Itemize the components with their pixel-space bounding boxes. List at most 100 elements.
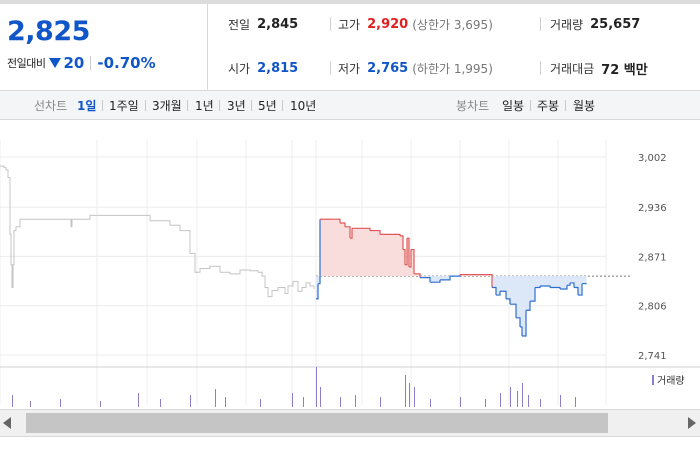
divider — [530, 100, 531, 111]
stat-volume: 거래량 25,657 — [550, 14, 640, 34]
line-chart-label: 선차트 — [34, 99, 68, 113]
volume-bar — [100, 401, 101, 407]
today-price-line-segment — [506, 298, 511, 305]
today-price-line-segment — [411, 248, 415, 274]
range-tab-3m[interactable]: 3개월 — [152, 99, 182, 113]
stat-value: 2,765 — [367, 60, 409, 76]
volume-bar — [485, 399, 486, 407]
volume-bar — [316, 367, 317, 407]
below-prev-close-fill — [430, 276, 440, 283]
candle-tab-monthly[interactable]: 월봉 — [573, 99, 596, 113]
above-prev-close-fill — [403, 249, 405, 277]
below-prev-close-fill — [522, 276, 526, 337]
y-axis-tick-label: 2,806 — [638, 302, 667, 313]
volume-bar — [414, 387, 415, 407]
above-prev-close-fill — [352, 228, 370, 277]
range-tab-10y[interactable]: 10년 — [290, 99, 317, 113]
below-prev-close-fill — [520, 276, 522, 327]
today-price-line-segment — [400, 235, 404, 250]
volume-bar — [320, 387, 321, 407]
chart-scrollbar[interactable] — [0, 409, 700, 437]
divider — [187, 100, 188, 111]
below-prev-close-fill — [550, 276, 560, 288]
price-chart-svg: 3,002 2,936 2,871 2,806 2,741 — [0, 140, 700, 407]
volume-bar — [303, 397, 304, 407]
today-price-line-segment — [350, 228, 353, 239]
stat-label: 전일 — [228, 17, 251, 32]
today-price-line-segment — [450, 274, 461, 277]
divider — [145, 100, 146, 111]
below-prev-close-fill — [510, 276, 516, 305]
today-price-line-segment — [500, 290, 507, 299]
volume-bar — [405, 375, 406, 407]
scroll-right-arrow-icon[interactable] — [688, 417, 696, 429]
volume-bar — [138, 393, 139, 407]
below-prev-close-fill — [586, 276, 587, 283]
below-prev-close-fill — [560, 276, 567, 289]
today-price-line-segment — [522, 310, 527, 337]
volume-bar — [190, 395, 191, 407]
stat-label: 고가 — [338, 17, 361, 32]
volume-bar — [340, 397, 341, 407]
range-tab-1y[interactable]: 1년 — [195, 99, 214, 113]
above-prev-close-fill — [340, 223, 345, 277]
stat-value: 72 백만 — [601, 62, 648, 78]
volume-bar — [12, 395, 13, 407]
below-prev-close-fill — [316, 276, 318, 299]
stat-value: 2,845 — [257, 16, 299, 32]
volume-bar — [409, 383, 410, 407]
volume-bar — [510, 387, 511, 407]
stat-label: 시가 — [228, 61, 251, 76]
volume-bar — [160, 399, 161, 407]
candle-tab-weekly[interactable]: 주봉 — [537, 99, 560, 113]
today-price-line-segment — [345, 226, 351, 239]
volume-bar — [540, 399, 541, 407]
volume-bar — [517, 391, 518, 407]
above-prev-close-fill — [470, 274, 480, 277]
above-prev-close-fill — [411, 249, 414, 277]
above-prev-close-fill — [460, 274, 470, 277]
y-axis-tick-label: 2,871 — [638, 252, 667, 263]
y-axis-tick-label: 2,741 — [638, 351, 667, 362]
above-prev-close-fill — [330, 219, 340, 277]
down-triangle-icon — [49, 58, 62, 68]
change-row: 전일대비 20 -0.70% — [7, 54, 156, 72]
chart-range-bar: 선차트 1일 1주일 3개월 1년 3년 5년 10년 봉차트 일봉 주봉 월봉 — [0, 91, 700, 120]
today-price-line-segment — [574, 286, 579, 296]
above-prev-close-fill — [350, 238, 352, 277]
today-price-line-segment — [567, 282, 571, 286]
today-price-line-segment — [403, 248, 406, 265]
range-tab-1w[interactable]: 1주일 — [109, 99, 139, 113]
today-price-line-segment — [540, 285, 551, 288]
below-prev-close-fill — [425, 276, 430, 278]
volume-legend-swatch — [652, 374, 654, 385]
volume-bar — [355, 395, 356, 407]
above-prev-close-fill — [405, 264, 407, 277]
volume-bar — [522, 383, 523, 407]
below-prev-close-fill — [582, 276, 586, 284]
scroll-left-arrow-icon[interactable] — [3, 417, 11, 429]
below-prev-close-fill — [570, 276, 574, 283]
above-prev-close-fill — [480, 274, 488, 277]
above-prev-close-fill — [320, 219, 330, 277]
divider — [540, 61, 541, 75]
change-label: 전일대비 — [7, 57, 46, 70]
scroll-thumb[interactable] — [26, 413, 608, 433]
below-prev-close-fill — [318, 276, 320, 284]
range-tab-5y[interactable]: 5년 — [258, 99, 277, 113]
today-price-line-segment — [316, 283, 319, 300]
above-prev-close-fill — [409, 267, 411, 277]
range-tab-3y[interactable]: 3년 — [227, 99, 246, 113]
volume-bar — [292, 393, 293, 407]
today-price-line-segment — [570, 282, 575, 288]
today-price-line-segment — [340, 222, 346, 227]
below-prev-close-fill — [530, 276, 535, 302]
above-prev-close-fill — [407, 238, 409, 277]
range-tab-1d[interactable]: 1일 — [77, 99, 97, 113]
candle-tab-daily[interactable]: 일봉 — [502, 99, 525, 113]
current-price: 2,825 — [7, 16, 90, 47]
volume-bar — [60, 399, 61, 407]
stat-low: 저가 2,765 (하한가 1,995) — [338, 58, 493, 78]
volume-bar — [560, 395, 561, 407]
divider — [102, 100, 103, 111]
